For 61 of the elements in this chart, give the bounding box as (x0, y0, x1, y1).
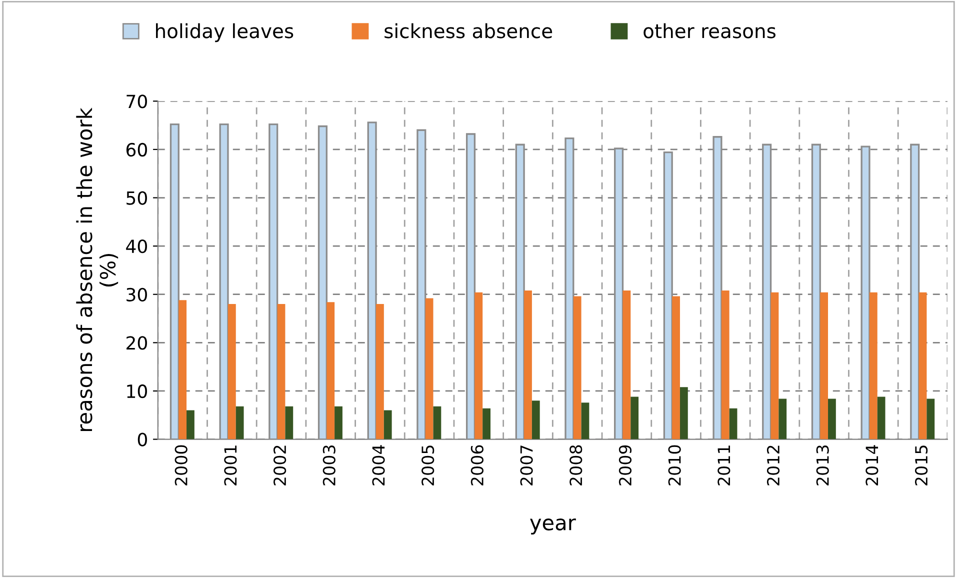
x-tick-label: 2004 (372, 445, 385, 486)
x-tick-label: 2012 (766, 446, 780, 486)
legend-label: holiday leaves (156, 23, 294, 42)
y-axis-title: reasons of absence in the work (%) (76, 108, 118, 431)
y-tick-label: 70 (126, 94, 147, 108)
bar (918, 292, 927, 440)
bar (178, 300, 187, 440)
x-tick-label: 2014 (866, 445, 878, 486)
y-tick-label: 50 (126, 191, 147, 205)
x-tick-label: 2006 (470, 445, 484, 486)
bar (926, 398, 935, 440)
bar (425, 298, 434, 440)
bar (236, 406, 244, 440)
x-tick-label: 2001 (224, 446, 237, 486)
bar (729, 408, 738, 440)
bar (384, 410, 392, 440)
y-tick-label: 30 (126, 288, 147, 302)
y-tick-label: 10 (127, 384, 147, 398)
bar (433, 406, 442, 440)
bar (482, 408, 490, 440)
x-tick-label: 2015 (914, 446, 928, 486)
legend-label: other reasons (644, 23, 776, 38)
x-tick-label: 2010 (668, 445, 681, 486)
x-tick-label: 2002 (273, 446, 286, 486)
bar (877, 396, 886, 440)
y-tick-label: 0 (138, 432, 147, 446)
bar (285, 406, 294, 440)
x-tick-label: 2003 (322, 445, 336, 486)
bar (524, 290, 532, 440)
x-tick-label: 2000 (174, 445, 188, 486)
bar (376, 304, 384, 440)
bar (721, 290, 730, 440)
x-tick-label: 2011 (718, 446, 730, 486)
bar (228, 304, 236, 440)
legend-label: sickness absence (384, 23, 552, 38)
bar (581, 402, 590, 440)
bar (326, 302, 335, 440)
bar (532, 400, 540, 440)
x-tick-label: 2013 (816, 445, 829, 486)
x-tick-label: 2007 (520, 446, 533, 486)
bar (869, 292, 878, 440)
bar (778, 398, 787, 440)
bar (828, 398, 836, 440)
y-tick-label: 40 (126, 240, 147, 254)
x-tick-label: 2009 (618, 445, 632, 486)
bar (622, 290, 631, 440)
x-tick-label: 2008 (570, 445, 582, 486)
bar (277, 304, 286, 440)
bar (630, 396, 639, 440)
y-tick-label: 60 (126, 142, 147, 157)
bar (820, 292, 828, 440)
bar (573, 296, 582, 440)
bar (474, 292, 483, 440)
bar (186, 410, 194, 440)
x-tick-label: 2005 (422, 446, 434, 486)
y-tick-label: 20 (126, 336, 147, 350)
bar (334, 406, 342, 440)
bar (672, 296, 680, 440)
bar (680, 387, 688, 440)
x-axis-title: year (530, 518, 576, 534)
bar (770, 292, 779, 440)
